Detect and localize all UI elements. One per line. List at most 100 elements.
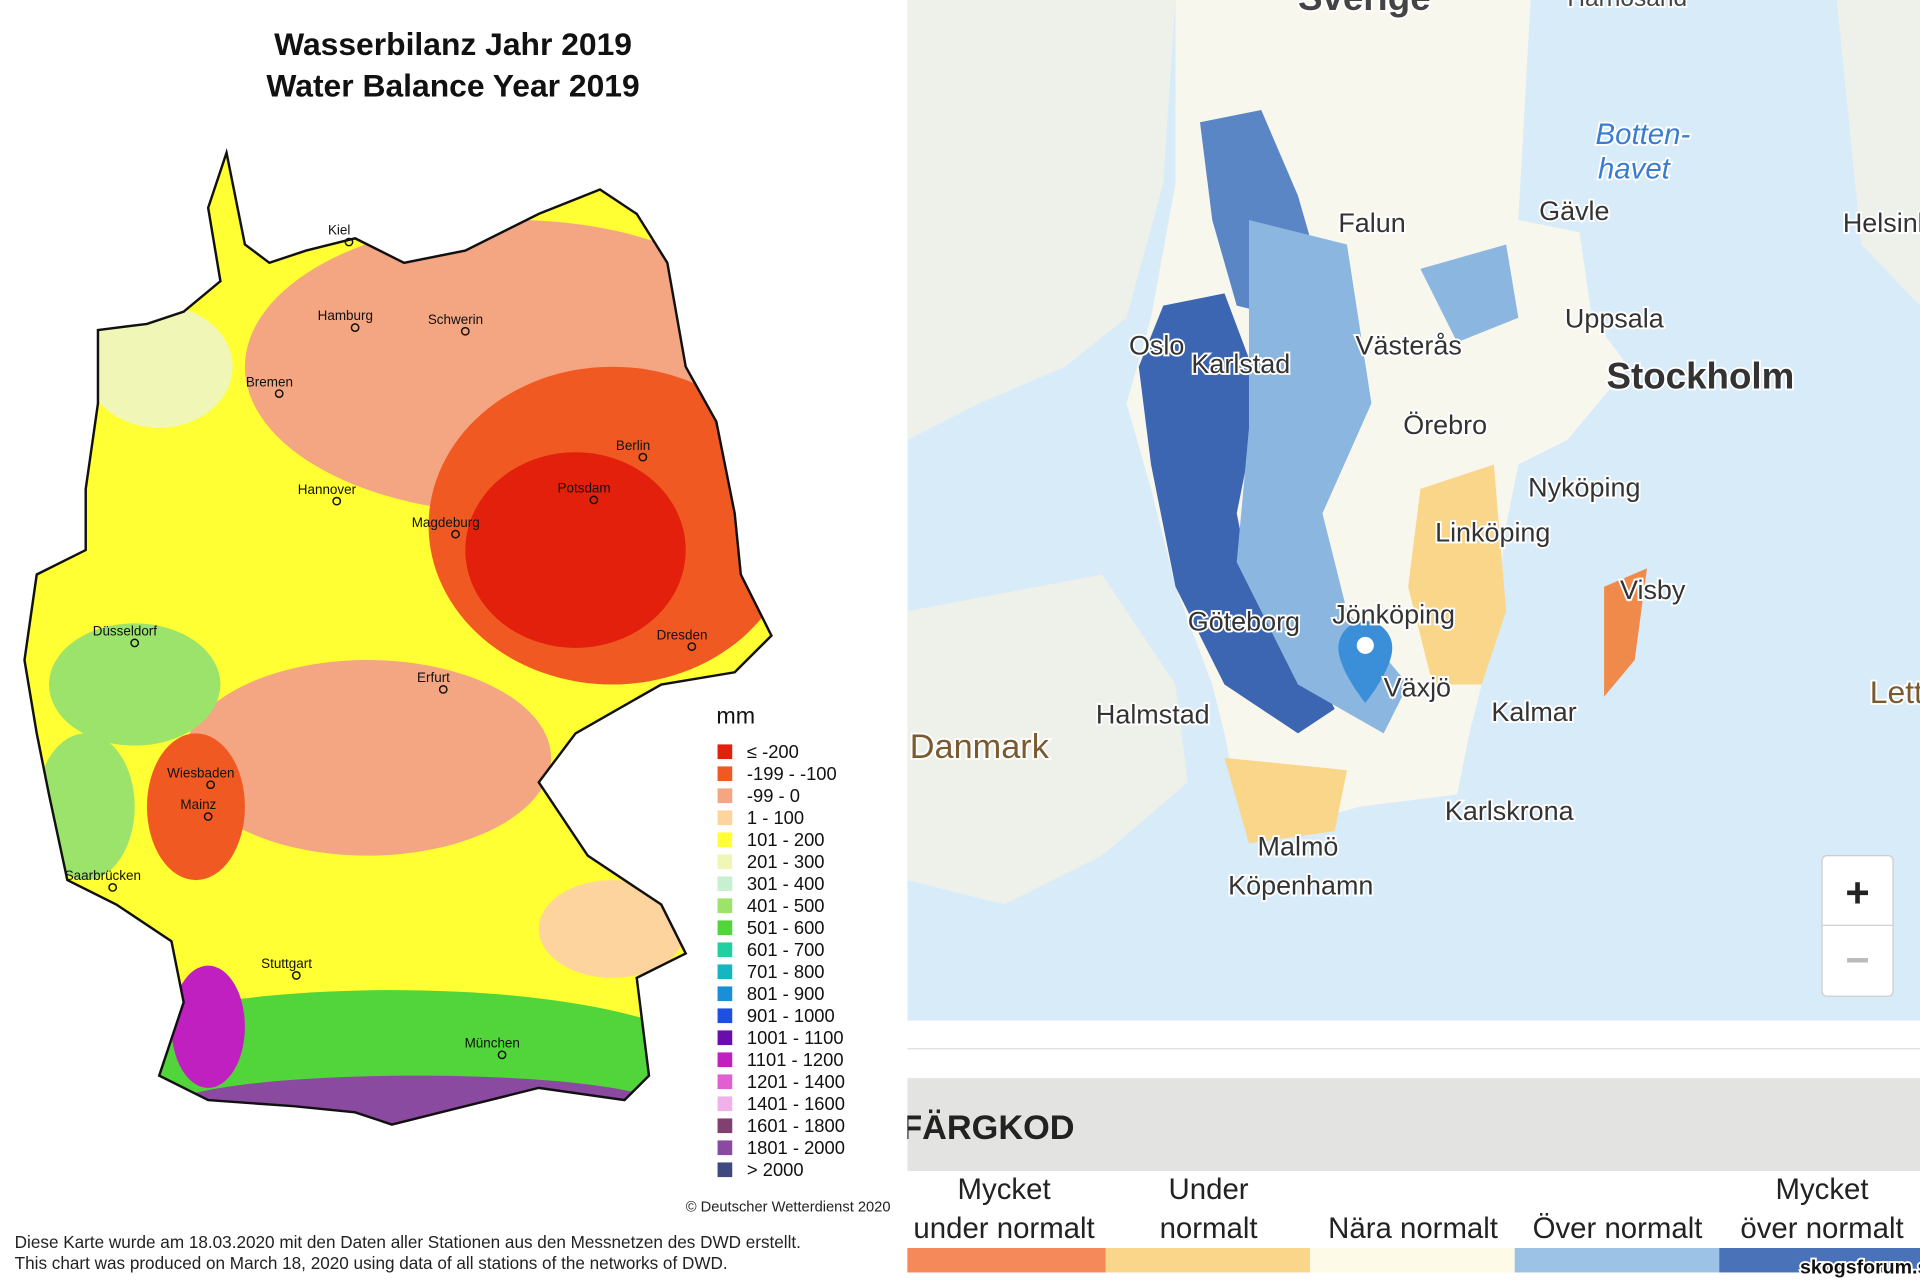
- place-label: Västerås: [1356, 330, 1462, 360]
- city-marker: [274, 389, 284, 398]
- footnote: This chart was produced on March 18, 202…: [15, 1254, 728, 1273]
- germany-border: [23, 148, 773, 1126]
- place-label: Köpenhamn: [1228, 871, 1373, 901]
- legend-swatch: [717, 986, 733, 1002]
- city-marker: [291, 971, 301, 980]
- city-label: Schwerin: [428, 312, 483, 327]
- left-texts: Wasserbilanz Jahr 2019 Water Balance Year…: [15, 26, 891, 1273]
- legend-label: -99 - 0: [747, 785, 800, 806]
- city-marker: [332, 496, 342, 506]
- legend-label: normalt: [1160, 1212, 1258, 1245]
- legend-swatch: [1514, 1247, 1720, 1273]
- legend-swatch: [717, 876, 733, 892]
- legend-swatch: [717, 1030, 733, 1046]
- place-label: Malmö: [1258, 832, 1339, 862]
- legend-label: under normalt: [913, 1212, 1094, 1245]
- footnote: Diese Karte wurde am 18.03.2020 mit den …: [15, 1233, 801, 1252]
- legend-label: 1801 - 2000: [747, 1137, 845, 1158]
- credit: © Deutscher Wetterdienst 2020: [686, 1199, 891, 1215]
- city-label: Saarbrücken: [65, 868, 141, 883]
- place-label: Sverige: [1298, 0, 1431, 18]
- legend-label: 1001 - 1100: [747, 1027, 844, 1048]
- place-label: Visby: [1620, 575, 1686, 605]
- city-marker: [497, 1050, 507, 1060]
- legend-swatch: [717, 788, 733, 804]
- legend-label: -199 - -100: [747, 763, 837, 784]
- legend-title: FÄRGKOD: [901, 1109, 1074, 1147]
- legend-swatch: [717, 1074, 733, 1090]
- city-marker: [130, 638, 140, 648]
- legend-label: Mycket: [1776, 1173, 1869, 1206]
- place-label: Härnösand: [1567, 0, 1687, 12]
- legend-label: Under: [1169, 1173, 1249, 1206]
- legend-swatch: [1105, 1247, 1311, 1273]
- city-marker: [589, 495, 599, 505]
- city-label: Berlin: [616, 438, 650, 453]
- city-marker: [203, 812, 213, 821]
- legend-label: 101 - 200: [747, 829, 825, 850]
- place-label: Växjö: [1384, 673, 1451, 703]
- place-label: Gävle: [1539, 196, 1609, 226]
- city-marker: [108, 883, 118, 892]
- place-label: Örebro: [1403, 410, 1487, 440]
- city-marker: [344, 237, 354, 247]
- legend-swatch: [717, 964, 733, 980]
- city-marker: [451, 529, 460, 539]
- legend-swatch: [717, 1052, 733, 1068]
- legend-swatch: [717, 920, 733, 936]
- legend-label: Mycket: [958, 1173, 1051, 1206]
- legend-label: 301 - 400: [747, 873, 825, 894]
- city-label: Erfurt: [417, 670, 450, 685]
- legend-swatch: [717, 854, 733, 870]
- legend-swatch: [717, 810, 733, 826]
- place-label: Uppsala: [1565, 304, 1664, 334]
- legend-label: 501 - 600: [747, 917, 825, 938]
- place-label: Botten-: [1596, 118, 1691, 151]
- city-label: Düsseldorf: [93, 624, 158, 639]
- legend-label: Nära normalt: [1328, 1212, 1498, 1245]
- city-marker: [638, 452, 648, 462]
- legend-label: 601 - 700: [747, 939, 825, 960]
- legend-label: 1401 - 1600: [747, 1093, 845, 1114]
- city-marker: [350, 323, 360, 332]
- city-label: Potsdam: [558, 481, 611, 496]
- zoom-button[interactable]: −: [1845, 936, 1869, 983]
- place-label: Helsinki: [1843, 208, 1920, 238]
- city-label: Dresden: [657, 627, 708, 642]
- legend-swatch: [717, 1162, 733, 1178]
- legend-label: 901 - 1000: [747, 1005, 835, 1026]
- city-marker: [687, 642, 697, 652]
- legend-swatch: [717, 1118, 733, 1134]
- city-label: Magdeburg: [412, 515, 480, 530]
- place-label: Karlskrona: [1445, 796, 1574, 826]
- legend-label: ≤ -200: [747, 741, 799, 762]
- place-label: Kalmar: [1491, 697, 1576, 727]
- legend-swatch: [717, 832, 733, 848]
- place-label: Stockholm: [1607, 356, 1795, 397]
- legend-swatch: [717, 744, 733, 760]
- legend-swatch: [717, 1096, 733, 1112]
- legend-label: > 2000: [747, 1159, 804, 1180]
- city-label: München: [465, 1036, 520, 1051]
- place-label: Karlstad: [1191, 349, 1290, 379]
- legend-swatch: [717, 1140, 733, 1156]
- place-label: Lettland: [1870, 674, 1920, 710]
- place-label: Linköping: [1435, 518, 1550, 548]
- legend-label: 1 - 100: [747, 807, 804, 828]
- place-label: havet: [1598, 152, 1672, 185]
- legend-label: 201 - 300: [747, 851, 825, 872]
- legend-swatch: [717, 1008, 733, 1024]
- city-label: Wiesbaden: [167, 765, 234, 780]
- city-label: Stuttgart: [261, 956, 312, 971]
- place-label: Jönköping: [1332, 599, 1455, 629]
- legend-label: Över normalt: [1533, 1212, 1703, 1245]
- title: Water Balance Year 2019: [266, 68, 639, 104]
- legend-title: mm: [716, 703, 755, 729]
- legend-swatch: [1719, 1247, 1920, 1273]
- city-label: Kiel: [328, 223, 350, 238]
- zoom-button[interactable]: +: [1845, 869, 1869, 916]
- title: Wasserbilanz Jahr 2019: [274, 26, 632, 62]
- city-marker: [460, 326, 470, 336]
- right-texts: Sverige Härnösand Botten-havet Falun Gävle He…: [901, 0, 1920, 1280]
- legend-label: 1201 - 1400: [747, 1071, 845, 1092]
